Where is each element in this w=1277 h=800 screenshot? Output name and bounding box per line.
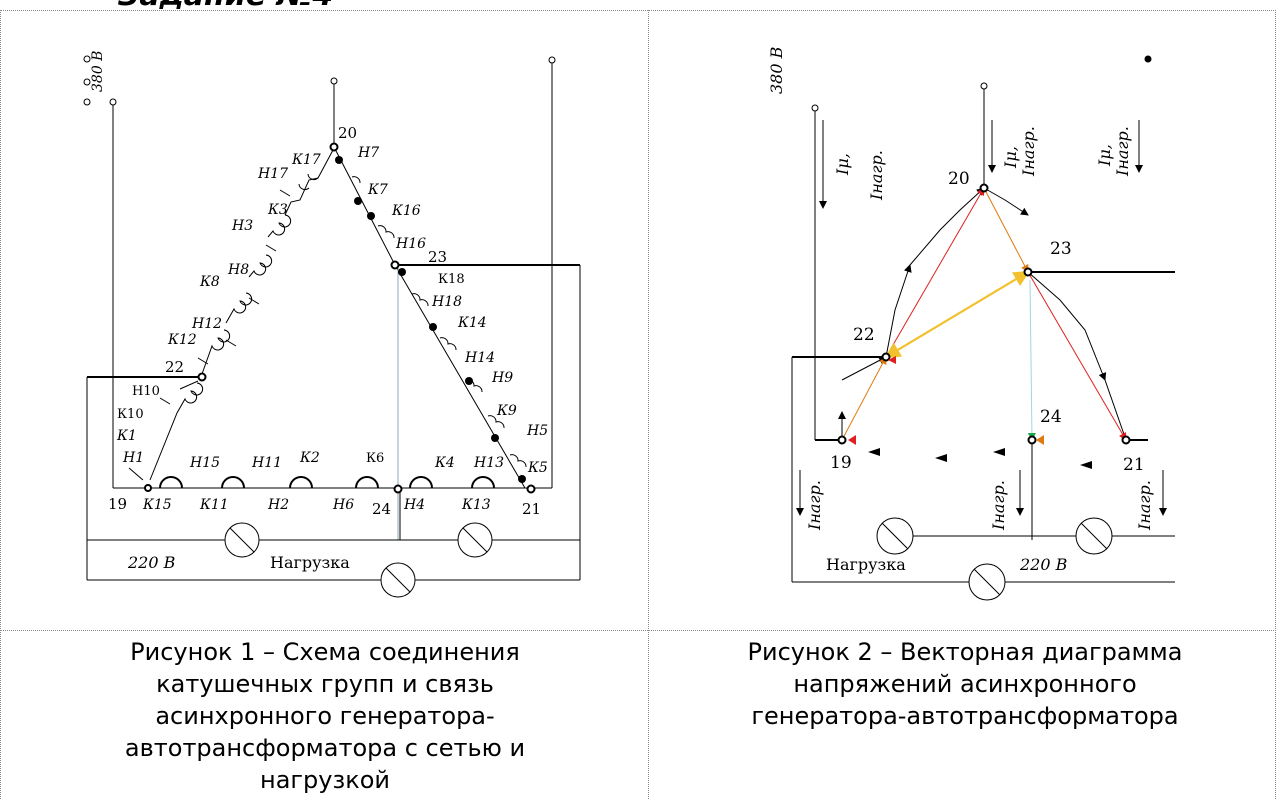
terminal-right — [548, 56, 556, 64]
caption-1-line-2: катушечных групп и связь — [156, 670, 494, 698]
fig1-load-label: Нагрузка — [270, 553, 350, 572]
fig1-node-23: 23 — [428, 248, 447, 266]
fig2-node-24: 24 — [1040, 407, 1062, 427]
label-k2: К2 — [299, 450, 320, 466]
fig1-node-22: 22 — [165, 358, 184, 376]
fig1-voltage-380: 380 В — [90, 51, 106, 92]
caption-1-line-3: асинхронного генератора- — [155, 702, 495, 730]
caption-1-line-1: Рисунок 1 – Схема соединения — [130, 638, 520, 666]
fig1-node-24: 24 — [372, 500, 391, 518]
fig2-terminal-left — [811, 104, 819, 112]
fig2-node-19: 19 — [830, 453, 852, 473]
fig2-terminal-right — [1144, 55, 1152, 63]
node-22-dot — [197, 372, 207, 382]
figure-2-vector-diagram: 380 В Iμ, Iнагр. Iμ, Iнагр. Iμ, Iнагр. I… — [767, 46, 1175, 601]
table-right-border — [1275, 10, 1276, 799]
fig2-load-bottom-right: Iнагр. — [1135, 480, 1154, 531]
label-k6: К6 — [366, 451, 384, 466]
caption-2-line-1: Рисунок 2 – Векторная диаграмма — [747, 638, 1183, 666]
caption-2-line-3: генератора-автотрансформатора — [751, 702, 1179, 730]
label-h5: Н5 — [526, 423, 548, 439]
fig2-mu-mid: Iμ, — [1001, 146, 1020, 169]
label-k14: К14 — [457, 315, 487, 331]
fig2-voltage-380: 380 В — [767, 46, 786, 94]
terminal-top — [330, 77, 338, 85]
label-h4: Н4 — [403, 497, 425, 513]
fig1-voltage-220: 220 В — [127, 553, 176, 572]
fig2-terminal-top — [980, 82, 988, 90]
fig2-load-left: Iнагр. — [867, 150, 886, 201]
figure-1-schematic: 380 В 20 23 22 19 24 21 К17 Н17 К3 Н3 Н8… — [83, 51, 581, 598]
label-k4: К4 — [434, 455, 455, 471]
label-h11: Н11 — [251, 455, 282, 471]
fig2-load-right: Iнагр. — [1113, 126, 1132, 177]
label-h6: Н6 — [332, 497, 354, 513]
label-k3: К3 — [267, 202, 288, 218]
label-k16: К16 — [391, 203, 421, 219]
table-left-border — [0, 10, 1, 799]
fig2-node-23: 23 — [1050, 239, 1072, 259]
label-k10: К10 — [117, 407, 144, 422]
node-21-dot — [526, 484, 536, 494]
node-24-dot — [393, 484, 403, 494]
label-h15: Н15 — [189, 455, 220, 471]
figure-2-caption: Рисунок 2 – Векторная диаграмма напряжен… — [680, 636, 1250, 732]
fig1-node-19: 19 — [108, 495, 127, 513]
label-h10: Н10 — [132, 384, 160, 399]
figure-1-caption: Рисунок 1 – Схема соединения катушечных … — [40, 636, 610, 796]
fig2-load-bottom-mid: Iнагр. — [989, 480, 1008, 531]
label-k1: К1 — [116, 428, 137, 444]
terminal-a — [83, 55, 91, 63]
fig2-node-21: 21 — [1123, 455, 1145, 475]
label-k13: К13 — [461, 497, 491, 513]
label-h14: Н14 — [464, 350, 495, 366]
caption-2-line-2: напряжений асинхронного — [793, 670, 1137, 698]
fig1-node-20: 20 — [338, 124, 357, 142]
fig2-node-22: 22 — [853, 325, 875, 345]
label-k9: К9 — [496, 403, 517, 419]
figure-table — [0, 10, 1276, 799]
label-h17: Н17 — [257, 166, 288, 182]
label-k11: К11 — [199, 497, 229, 513]
caption-1-line-4: автотрансформатора с сетью и — [124, 734, 526, 762]
label-h7: Н7 — [357, 145, 379, 161]
label-k5: К5 — [527, 460, 548, 476]
fig2-mu-left: Iμ, — [833, 153, 852, 176]
terminal-b — [83, 78, 91, 86]
task-heading: Задание №4 — [118, 0, 334, 13]
table-row-border — [0, 630, 1276, 631]
label-h9: Н9 — [491, 370, 513, 386]
terminal-c — [83, 98, 91, 106]
caption-1-line-5: нагрузкой — [260, 766, 390, 794]
node-20-dot — [329, 142, 339, 152]
fig2-voltage-220: 220 В — [1019, 555, 1068, 574]
label-k17: К17 — [291, 152, 321, 168]
label-h8: Н8 — [227, 262, 249, 278]
table-middle-border — [648, 10, 649, 799]
fig2-load-mid: Iнагр. — [1019, 126, 1038, 177]
label-h1: Н1 — [122, 450, 144, 466]
label-k18: К18 — [438, 272, 465, 287]
node-23-dot — [390, 260, 400, 270]
node-19-dot — [144, 484, 152, 492]
fig2-load-bottom-left: Iнагр. — [805, 480, 824, 531]
terminal-left — [109, 98, 117, 106]
label-h12: Н12 — [191, 316, 222, 332]
label-h16: Н16 — [395, 236, 426, 252]
fig2-node-20: 20 — [948, 169, 970, 189]
label-h2: Н2 — [267, 497, 289, 513]
fig2-mu-right: Iμ, — [1095, 144, 1114, 167]
fig1-node-21: 21 — [522, 500, 541, 518]
label-h13: Н13 — [473, 455, 504, 471]
fig2-load-label: Нагрузка — [826, 555, 906, 574]
label-k7: К7 — [367, 182, 388, 198]
label-h3: Н3 — [231, 218, 253, 234]
table-top-border — [0, 10, 1276, 11]
label-k12: К12 — [167, 332, 197, 348]
label-k15: К15 — [142, 497, 172, 513]
label-h18: Н18 — [431, 294, 462, 310]
label-k8: К8 — [199, 274, 220, 290]
